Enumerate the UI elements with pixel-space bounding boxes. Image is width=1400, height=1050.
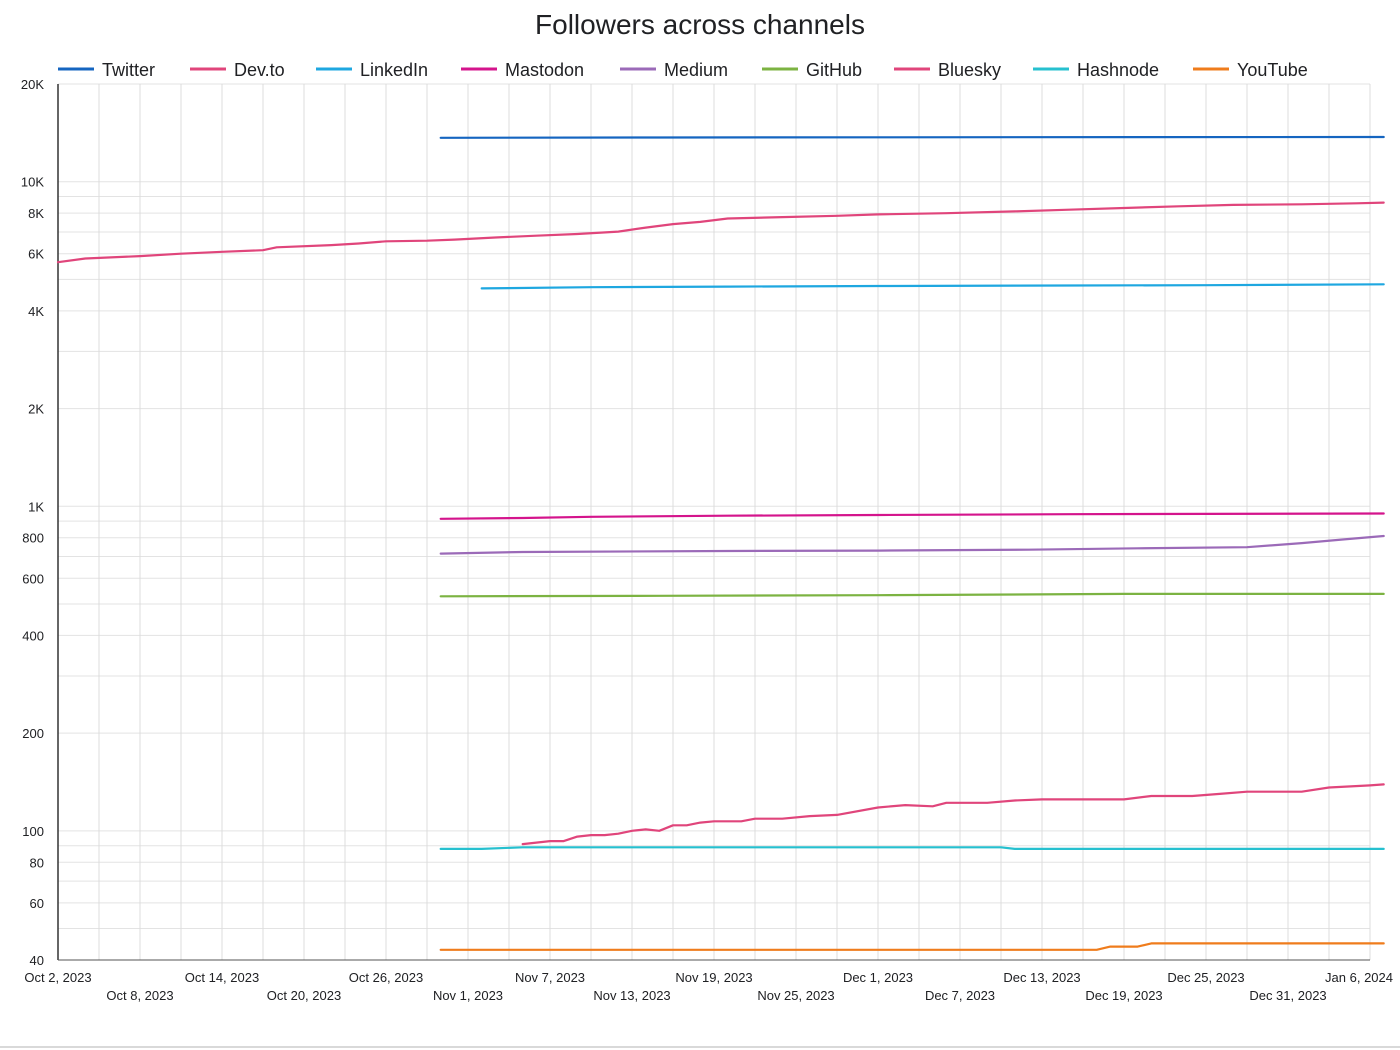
x-tick-label: Nov 1, 2023 <box>433 988 503 1003</box>
x-tick-label: Nov 25, 2023 <box>757 988 834 1003</box>
series-line-twitter <box>439 135 1385 139</box>
series-line-youtube <box>439 942 1385 951</box>
legend-label-hashnode: Hashnode <box>1077 60 1159 80</box>
x-tick-label: Nov 13, 2023 <box>593 988 670 1003</box>
y-tick-label: 400 <box>22 628 44 643</box>
x-tick-label: Dec 19, 2023 <box>1085 988 1162 1003</box>
gridlines <box>57 83 1371 961</box>
series-lines <box>56 135 1385 951</box>
legend-label-github: GitHub <box>806 60 862 80</box>
legend-label-dev-to: Dev.to <box>234 60 285 80</box>
legend-label-twitter: Twitter <box>102 60 155 80</box>
y-tick-label: 20K <box>21 77 44 92</box>
x-axis-ticks: Oct 2, 2023 Oct 8, 2023 Oct 14, 2023 Oct 20… <box>24 970 1393 1003</box>
y-tick-label: 40 <box>30 953 44 968</box>
series-line-bluesky <box>521 783 1385 846</box>
y-tick-label: 800 <box>22 531 44 546</box>
series-line-dev-to <box>56 201 1385 264</box>
y-tick-label: 600 <box>22 571 44 586</box>
axes <box>57 84 1370 961</box>
legend-label-youtube: YouTube <box>1237 60 1308 80</box>
y-tick-label: 6K <box>28 247 44 262</box>
x-tick-label: Dec 31, 2023 <box>1249 988 1326 1003</box>
legend-label-bluesky: Bluesky <box>938 60 1001 80</box>
x-tick-label: Oct 20, 2023 <box>267 988 341 1003</box>
x-tick-label: Dec 1, 2023 <box>843 970 913 985</box>
y-axis-ticks: 40 60 80 100 200 400 600 800 1K 2K 4K 6K 8K 10K 20K <box>21 77 44 968</box>
x-tick-label: Oct 2, 2023 <box>24 970 91 985</box>
legend-label-linkedin: LinkedIn <box>360 60 428 80</box>
series-line-github <box>439 592 1385 598</box>
y-tick-label: 8K <box>28 206 44 221</box>
series-line-hashnode <box>439 846 1385 850</box>
series-line-medium <box>439 534 1385 555</box>
x-tick-label: Dec 13, 2023 <box>1003 970 1080 985</box>
series-line-linkedin <box>480 283 1385 290</box>
chart-title: Followers across channels <box>535 9 865 40</box>
x-tick-label: Nov 7, 2023 <box>515 970 585 985</box>
y-tick-label: 4K <box>28 304 44 319</box>
x-tick-label: Oct 8, 2023 <box>106 988 173 1003</box>
y-tick-label: 1K <box>28 499 44 514</box>
y-tick-label: 10K <box>21 175 44 190</box>
legend-label-medium: Medium <box>664 60 728 80</box>
y-tick-label: 60 <box>30 896 44 911</box>
x-tick-label: Oct 14, 2023 <box>185 970 259 985</box>
x-tick-label: Dec 25, 2023 <box>1167 970 1244 985</box>
y-tick-label: 2K <box>28 402 44 417</box>
y-tick-label: 100 <box>22 824 44 839</box>
y-tick-label: 200 <box>22 726 44 741</box>
y-tick-label: 80 <box>30 855 44 870</box>
legend: Twitter Dev.to LinkedIn Mastodon Medium GitHu… <box>58 60 1308 80</box>
legend-label-mastodon: Mastodon <box>505 60 584 80</box>
x-tick-label: Jan 6, 2024 <box>1325 970 1393 985</box>
bottom-divider <box>0 1046 1400 1048</box>
x-tick-label: Oct 26, 2023 <box>349 970 423 985</box>
x-tick-label: Dec 7, 2023 <box>925 988 995 1003</box>
x-tick-label: Nov 19, 2023 <box>675 970 752 985</box>
series-line-mastodon <box>439 512 1385 520</box>
